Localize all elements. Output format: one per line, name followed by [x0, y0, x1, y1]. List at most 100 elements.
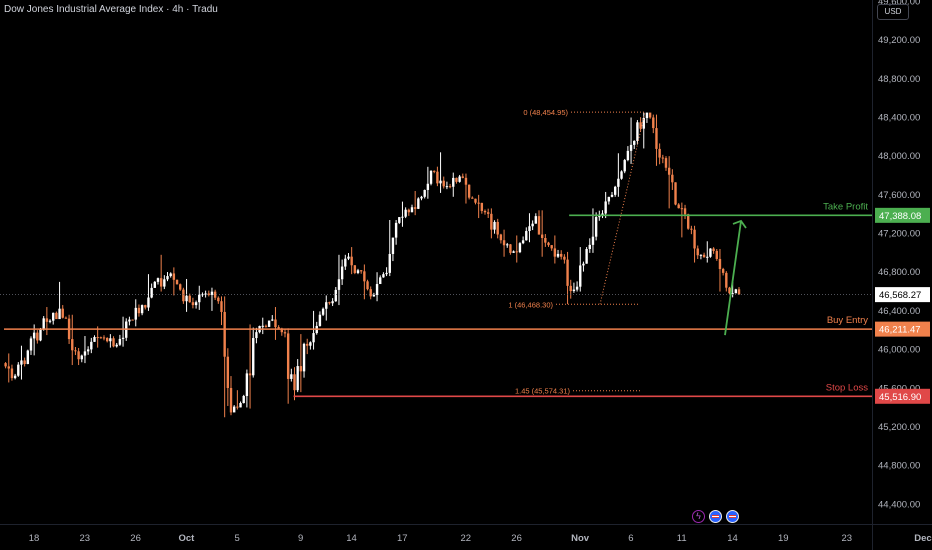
candle-body — [182, 289, 185, 302]
candle-body — [372, 294, 376, 297]
candle-body — [572, 289, 576, 292]
candle-body — [598, 216, 601, 218]
candle-body — [680, 208, 684, 210]
candle-body — [312, 333, 315, 343]
candle-body — [553, 248, 557, 257]
candle-body — [502, 240, 506, 246]
candle-body — [105, 337, 109, 342]
candle-body — [734, 289, 738, 294]
candle-body — [328, 302, 331, 304]
candle-body — [299, 366, 303, 372]
candle-body — [175, 279, 179, 285]
candle-body — [309, 342, 312, 346]
level-price-tag-text: 46,211.47 — [879, 325, 921, 336]
candle-body — [58, 308, 61, 320]
candle-body — [172, 273, 176, 280]
currency-button[interactable]: USD — [877, 4, 909, 20]
candle-body — [45, 318, 49, 322]
candle-body — [540, 234, 544, 238]
candle-body — [80, 355, 83, 360]
x-tick-label: 22 — [461, 533, 472, 544]
candle-body — [575, 286, 579, 290]
candle-body — [23, 360, 26, 364]
candle-body — [521, 240, 525, 244]
level-label: Take Profit — [823, 201, 868, 212]
candle-body — [39, 329, 42, 341]
candle-body — [591, 236, 595, 245]
us-flag-icon[interactable] — [709, 510, 722, 523]
fib-label: 0 (48,454.95) — [523, 108, 568, 117]
us-flag-icon[interactable] — [726, 510, 739, 523]
candle-body — [423, 189, 426, 197]
y-tick-label: 45,600.00 — [878, 383, 920, 394]
candle-body — [274, 319, 277, 328]
candle-body — [496, 221, 499, 235]
candle-body — [93, 337, 96, 342]
price-axis-separator — [872, 0, 873, 550]
candle-body — [375, 284, 379, 295]
candle-body — [667, 167, 671, 175]
candle-body — [226, 356, 230, 389]
candle-body — [121, 337, 125, 339]
candle-body — [458, 176, 461, 182]
candle-body — [13, 375, 17, 379]
candle-body — [286, 333, 290, 379]
candle-body — [452, 177, 455, 187]
candle-body — [242, 395, 245, 403]
candle-body — [10, 368, 14, 379]
candle-body — [486, 212, 490, 214]
candle-body — [156, 278, 160, 282]
candle-body — [277, 327, 280, 329]
candle-body — [579, 265, 582, 287]
candle-body — [604, 201, 607, 214]
candle-body — [32, 332, 36, 339]
candle-body — [20, 360, 23, 365]
candle-body — [620, 171, 623, 179]
candle-body — [128, 319, 131, 322]
candle-body — [140, 305, 144, 314]
candle-body — [159, 278, 163, 287]
candle-body — [426, 183, 430, 190]
candle-body — [179, 284, 182, 290]
candle-body — [433, 170, 436, 172]
candle-body — [198, 294, 201, 303]
candle-body — [664, 158, 668, 168]
x-tick-label: Oct — [178, 533, 195, 544]
candle-body — [77, 351, 80, 360]
candle-body — [645, 112, 649, 119]
candle-body — [318, 314, 322, 326]
candle-body — [642, 118, 645, 129]
level-price-tag — [875, 321, 930, 337]
fib-label: 1.45 (45,574.31) — [515, 387, 571, 396]
candle-body — [223, 311, 226, 357]
candle-body — [480, 202, 484, 211]
candle-body — [436, 171, 439, 184]
x-tick-label: Nov — [571, 533, 590, 544]
candle-body — [683, 208, 687, 215]
candle-body — [718, 258, 722, 269]
candle-body — [737, 289, 741, 295]
candle-body — [398, 217, 401, 223]
y-tick-label: 48,000.00 — [878, 151, 920, 162]
candle-body — [306, 343, 309, 346]
candle-body — [356, 270, 360, 273]
candle-body — [655, 128, 658, 149]
candle-body — [566, 259, 569, 286]
candle-body — [363, 271, 366, 282]
candle-body — [48, 320, 52, 322]
candle-body — [36, 332, 39, 341]
candle-body — [556, 253, 560, 257]
candle-body — [690, 228, 693, 230]
candle-body — [499, 234, 503, 241]
candle-body — [582, 263, 585, 266]
candle-body — [633, 140, 636, 145]
x-tick-label: 26 — [130, 533, 141, 544]
candle-body — [61, 308, 64, 318]
candle-body — [518, 243, 522, 253]
level-price-tag — [875, 207, 930, 223]
candle-body — [483, 210, 487, 213]
flash-icon[interactable]: ϟ — [692, 510, 705, 523]
candle-body — [731, 293, 734, 295]
candle-body — [461, 176, 464, 178]
